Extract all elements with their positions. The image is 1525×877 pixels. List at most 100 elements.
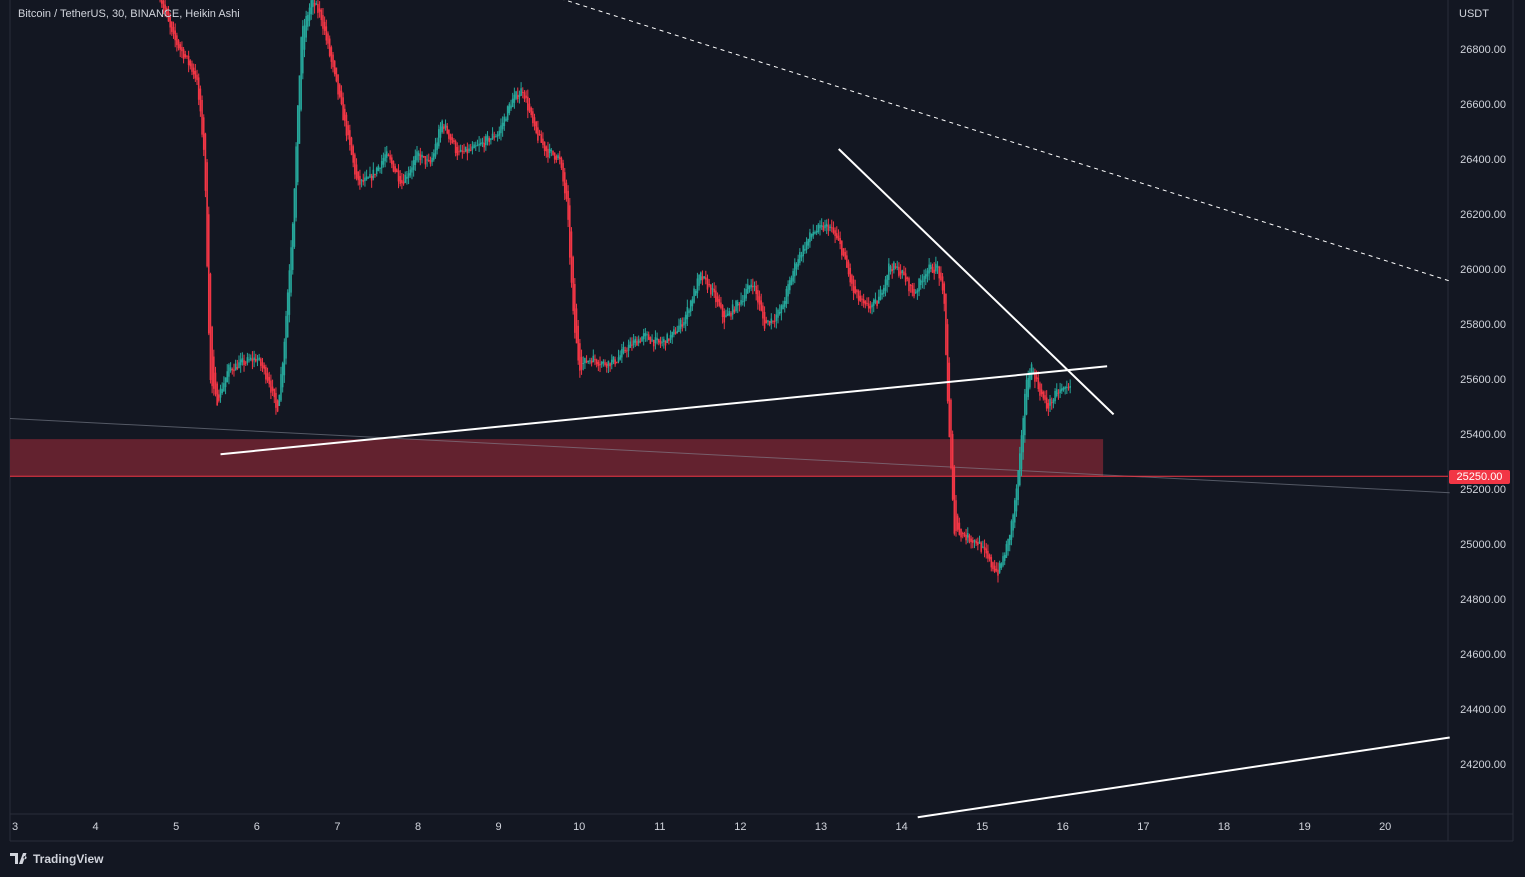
candle-body	[945, 293, 947, 355]
candle-body	[231, 369, 234, 371]
candle-body	[997, 569, 999, 576]
candle-body	[223, 383, 225, 392]
candle-body	[560, 157, 563, 168]
candle-body	[923, 275, 925, 282]
candle-body	[1050, 402, 1053, 404]
candle-body	[537, 127, 539, 141]
candle-body	[807, 238, 810, 246]
candle-body	[503, 116, 506, 127]
candle-body	[689, 300, 692, 312]
candle-body	[1066, 386, 1068, 388]
tradingview-logo-icon[interactable]	[10, 852, 30, 865]
candle-body	[735, 300, 737, 311]
tradingview-brand[interactable]: TradingView	[33, 852, 104, 866]
candle-body	[167, 11, 170, 22]
candle-body	[498, 130, 501, 136]
candle-body	[872, 299, 875, 306]
candle-body	[312, 0, 314, 8]
candle-body	[364, 177, 366, 182]
candle-body	[683, 322, 685, 326]
candle-body	[614, 359, 616, 365]
price-chart[interactable]	[0, 0, 1525, 842]
candle-body	[765, 320, 768, 324]
candle-body	[318, 8, 321, 12]
candle-body	[216, 383, 218, 406]
candle-body	[711, 288, 714, 290]
candle-body	[657, 339, 660, 343]
candle-body	[916, 290, 919, 293]
candle-body	[1030, 364, 1033, 380]
candle-body	[1017, 470, 1019, 500]
candle-body	[975, 540, 977, 544]
candle-body	[820, 225, 823, 227]
candle-body	[565, 182, 568, 199]
candle-body	[995, 568, 998, 571]
x-tick-label: 8	[414, 821, 422, 833]
candle-body	[392, 160, 395, 172]
candle-body	[1045, 397, 1048, 409]
candle-body	[842, 248, 845, 256]
candle-body	[928, 264, 930, 274]
candle-body	[893, 262, 895, 271]
candle-body	[463, 151, 465, 153]
candle-body	[946, 324, 949, 402]
candle-body	[990, 557, 993, 568]
candle-body	[703, 276, 705, 279]
candle-body	[474, 145, 477, 147]
candle-body	[757, 290, 759, 303]
candle-body	[199, 88, 202, 112]
candle-body	[296, 105, 299, 183]
candle-body	[733, 309, 736, 313]
candle-body	[844, 251, 846, 259]
candle-body	[426, 159, 428, 161]
candle-body	[241, 358, 244, 363]
y-tick-label: 25200.00	[1460, 484, 1506, 496]
y-tick-label: 26200.00	[1460, 209, 1506, 221]
candle-body	[839, 238, 841, 245]
x-tick-label: 16	[1056, 821, 1069, 833]
candle-body	[753, 285, 756, 287]
candle-body	[307, 14, 309, 27]
candle-body	[879, 289, 882, 301]
candle-body	[332, 54, 334, 68]
candle-body	[448, 129, 450, 139]
candle-body	[867, 303, 870, 309]
currency-label[interactable]: USDT	[1459, 8, 1489, 20]
candle-body	[970, 538, 972, 543]
candle-body	[612, 356, 615, 363]
candle-body	[528, 103, 531, 112]
candle-body	[664, 340, 667, 346]
candle-body	[1025, 379, 1028, 415]
candle-body	[234, 363, 237, 371]
candle-body	[966, 533, 969, 538]
candle-body	[641, 336, 643, 342]
chart-title[interactable]: Bitcoin / TetherUS, 30, BINANCE, Heikin …	[18, 8, 240, 20]
candle-body	[469, 149, 472, 151]
candle-body	[422, 156, 425, 158]
candle-body	[1054, 391, 1056, 402]
candle-body	[543, 141, 546, 152]
candle-body	[535, 121, 538, 133]
candle-body	[347, 125, 349, 136]
candle-body	[998, 563, 1001, 573]
candle-body	[171, 21, 173, 32]
candle-body	[960, 528, 962, 538]
candle-body	[213, 356, 215, 389]
candle-body	[186, 55, 188, 57]
candle-body	[459, 149, 462, 152]
candle-body	[738, 303, 741, 306]
candle-body	[773, 320, 776, 322]
candle-body	[782, 304, 784, 310]
candle-body	[752, 286, 754, 288]
candle-body	[236, 366, 239, 370]
candle-body	[696, 278, 699, 294]
candle-body	[253, 357, 255, 361]
candle-body	[1060, 388, 1063, 392]
x-tick-label: 15	[976, 821, 989, 833]
candle-body	[508, 103, 511, 114]
candle-body	[948, 362, 951, 438]
candle-body	[343, 108, 346, 121]
candle-body	[750, 284, 752, 288]
candle-body	[710, 284, 712, 295]
faint-trendline	[9, 418, 1450, 494]
